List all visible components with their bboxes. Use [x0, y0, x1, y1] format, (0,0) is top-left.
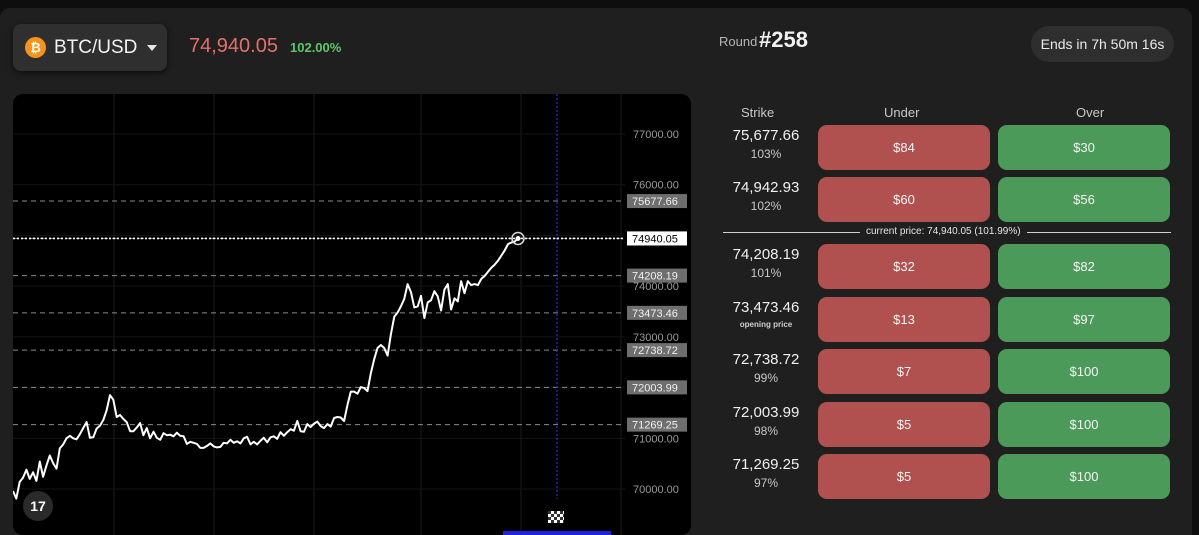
current-price-tag-label: 74940.05: [632, 233, 678, 245]
strike-tag-label: 73473.46: [632, 308, 678, 320]
under-button[interactable]: $32: [818, 244, 990, 289]
current-price: 74,940.05: [189, 35, 278, 57]
under-button[interactable]: $7: [818, 349, 990, 394]
strike-value: 75,677.66: [732, 127, 800, 144]
header-over: Over: [1076, 105, 1105, 120]
strike-tag: [627, 380, 687, 395]
opening-price-label: opening price: [739, 320, 793, 329]
chevron-down-icon: [147, 44, 158, 51]
over-button[interactable]: $100: [998, 454, 1170, 499]
price-chart[interactable]: 77000.0076000.0075000.0074000.0073000.00…: [13, 94, 691, 535]
y-tick-label: 77000.00: [633, 129, 679, 141]
tradingview-logo[interactable]: 17: [23, 491, 53, 521]
strike-percent: 97%: [753, 476, 779, 490]
strike-tag: [627, 194, 687, 209]
current-price-tag: [627, 231, 687, 246]
strike-tag-label: 72738.72: [632, 345, 678, 357]
y-tick-label: 76000.00: [633, 180, 679, 192]
under-button[interactable]: $60: [818, 177, 990, 222]
strike-value: 72,003.99: [732, 404, 800, 421]
strike-percent: 101%: [750, 266, 782, 280]
strike-tag-label: 71269.25: [632, 420, 678, 432]
strike-tag: [627, 343, 687, 358]
y-tick-label: 74000.00: [633, 281, 679, 293]
header-strike: Strike: [741, 105, 775, 120]
round-label: Round: [719, 34, 758, 49]
over-button[interactable]: $82: [998, 244, 1170, 289]
round-number: #258: [759, 27, 808, 52]
strike-tag-label: 72003.99: [632, 382, 678, 394]
price-series-line: [13, 237, 519, 500]
under-button[interactable]: $84: [818, 125, 990, 170]
over-button[interactable]: $100: [998, 402, 1170, 447]
last-price-marker: [511, 231, 525, 246]
strike-value: 73,473.46: [732, 299, 800, 316]
strike-tag-label: 74208.19: [632, 271, 678, 283]
last-price-dot: [515, 235, 521, 241]
strike-value: 74,942.93: [732, 179, 800, 196]
under-button[interactable]: $5: [818, 402, 990, 447]
strike-value: 71,269.25: [732, 456, 800, 473]
strike-tag: [627, 268, 687, 283]
time-range-bar[interactable]: [503, 531, 611, 535]
strike-tag: [627, 305, 687, 320]
over-button[interactable]: $100: [998, 349, 1170, 394]
price-chart-svg: 77000.0076000.0075000.0074000.0073000.00…: [13, 94, 687, 535]
under-button[interactable]: $5: [818, 454, 990, 499]
under-button[interactable]: $13: [818, 297, 990, 342]
checkered-flag-icon: [548, 511, 564, 523]
over-button[interactable]: $56: [998, 177, 1170, 222]
current-price-label: current price: 74,940.05 (101.99%): [860, 226, 1027, 237]
over-button[interactable]: $30: [998, 125, 1170, 170]
strike-percent: 98%: [753, 424, 779, 438]
bitcoin-icon: ₿: [25, 37, 46, 58]
strike-percent: 99%: [753, 371, 779, 385]
strike-value: 72,738.72: [732, 351, 800, 368]
round-timer[interactable]: Ends in 7h 50m 16s: [1031, 26, 1174, 62]
strike-percent: 102%: [750, 199, 782, 213]
strike-tag-label: 75677.66: [632, 196, 678, 208]
strike-value: 74,208.19: [732, 246, 800, 263]
y-tick-label: 73000.00: [633, 332, 679, 344]
pair-selector[interactable]: ₿ BTC/USD: [13, 24, 167, 71]
strike-percent: 103%: [750, 147, 782, 161]
pair-label: BTC/USD: [54, 36, 138, 58]
strike-tag: [627, 417, 687, 432]
header-under: Under: [884, 105, 920, 120]
price-change-percent: 102.00%: [290, 40, 342, 55]
over-button[interactable]: $97: [998, 297, 1170, 342]
y-tick-label: 71000.00: [633, 433, 679, 445]
y-tick-label: 70000.00: [633, 484, 679, 496]
